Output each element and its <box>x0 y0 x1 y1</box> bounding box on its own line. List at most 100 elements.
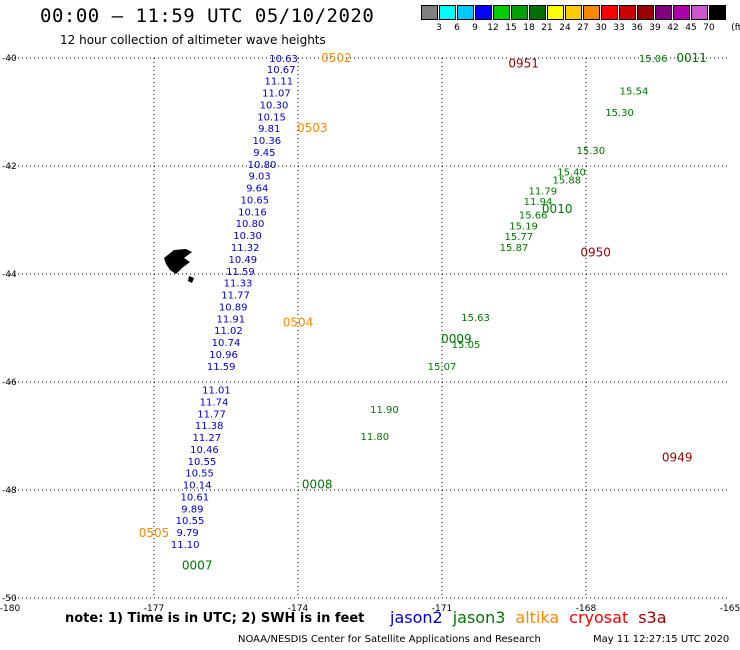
scale-label: 24 <box>559 23 571 33</box>
wave-height-label: 11.59 <box>207 362 236 373</box>
pass-time-label: 0502 <box>321 51 352 65</box>
wave-height-label: 11.91 <box>216 314 245 325</box>
lat-tick-label: -40 <box>2 54 17 64</box>
wave-height-label: 11.07 <box>262 89 291 100</box>
scale-label: 70 <box>703 23 715 33</box>
scale-label: 21 <box>541 23 553 33</box>
footer-credit: NOAA/NESDIS Center for Satellite Applica… <box>238 634 541 645</box>
wave-height-label: 11.79 <box>528 186 557 197</box>
pass-time-label: 0949 <box>662 451 693 465</box>
pass-time-label: 0011 <box>676 51 707 65</box>
legend-item-s3a: s3a <box>638 608 667 627</box>
scale-label: 39 <box>649 23 661 33</box>
wave-height-label: 10.67 <box>267 65 296 76</box>
pass-time-label: 0010 <box>542 202 573 216</box>
scale-label: 18 <box>523 23 535 33</box>
wave-height-label: 10.36 <box>252 136 281 147</box>
scale-label: 3 <box>436 23 442 33</box>
scale-label: 27 <box>577 23 589 33</box>
island-shape <box>188 276 194 283</box>
wave-height-label: 15.88 <box>552 176 581 187</box>
wave-height-label: 10.14 <box>183 481 212 492</box>
satellite-legend: jason2 jason3 altika cryosat s3a <box>390 608 677 627</box>
lat-tick-label: -50 <box>2 594 17 604</box>
scale-swatch <box>619 5 636 20</box>
wave-height-label: 9.03 <box>248 172 270 183</box>
wave-height-label: 10.61 <box>180 492 209 503</box>
wave-height-label: 10.46 <box>190 445 219 456</box>
scale-swatch <box>529 5 546 20</box>
legend-item-jason3: jason3 <box>452 608 506 627</box>
wave-height-label: 10.30 <box>260 100 289 111</box>
scale-label: 15 <box>505 23 517 33</box>
wave-height-label: 10.74 <box>212 338 241 349</box>
pass-time-label: 0951 <box>508 56 539 70</box>
map-subtitle: 12 hour collection of altimeter wave hei… <box>60 33 326 47</box>
lat-tick-label: -42 <box>2 162 17 172</box>
wave-height-label: 15.54 <box>620 86 649 97</box>
scale-swatch <box>583 5 600 20</box>
scale-swatch <box>457 5 474 20</box>
island-shape <box>164 249 192 274</box>
wave-height-label: 15.19 <box>509 221 538 232</box>
footer: NOAA/NESDIS Center for Satellite Applica… <box>238 634 729 645</box>
scale-swatch <box>565 5 582 20</box>
wave-height-label: 10.55 <box>188 457 217 468</box>
scale-label: 45 <box>685 23 697 33</box>
pass-time-label: 0504 <box>283 316 314 330</box>
lon-tick-label: -177 <box>144 604 164 614</box>
wave-height-label: 10.16 <box>238 207 267 218</box>
wave-height-label: 9.89 <box>181 504 203 515</box>
wave-height-label: 11.74 <box>200 397 229 408</box>
wave-height-label: 11.32 <box>231 243 260 254</box>
wave-height-label: 10.63 <box>269 54 298 65</box>
wave-height-label: 11.77 <box>197 409 226 420</box>
wave-height-label: 10.49 <box>228 255 257 266</box>
scale-swatch <box>709 5 726 20</box>
wave-height-label: 11.38 <box>195 421 224 432</box>
scale-label: 12 <box>487 23 499 33</box>
wave-height-label: 9.79 <box>176 528 198 539</box>
wave-height-label: 11.27 <box>192 433 221 444</box>
wave-height-label: 11.10 <box>171 540 200 551</box>
scale-label: 30 <box>595 23 607 33</box>
lon-tick-label: -174 <box>288 604 309 614</box>
scale-label: 42 <box>667 23 679 33</box>
scale-swatch <box>421 5 438 20</box>
scale-swatch <box>493 5 510 20</box>
lon-tick-label: -180 <box>0 604 20 614</box>
wave-height-label: 15.87 <box>500 243 529 254</box>
footer-timestamp: May 11 12:27:15 UTC 2020 <box>593 634 730 645</box>
lat-tick-label: -44 <box>2 270 17 280</box>
lon-tick-label: -168 <box>576 604 597 614</box>
scale-label: 36 <box>631 23 643 33</box>
scale-label: 9 <box>472 23 478 33</box>
scale-swatch <box>655 5 672 20</box>
wave-height-label: 10.15 <box>257 112 286 123</box>
wave-height-label: 11.33 <box>224 279 253 290</box>
wave-height-label: 11.77 <box>221 291 250 302</box>
note-text: note: 1) Time is in UTC; 2) SWH is in fe… <box>65 611 365 626</box>
wave-height-label: 10.30 <box>233 231 262 242</box>
lon-tick-label: -165 <box>720 604 740 614</box>
lat-tick-label: -46 <box>2 378 17 388</box>
legend-item-jason2: jason2 <box>390 608 443 627</box>
wave-height-label: 10.65 <box>240 195 269 206</box>
lat-tick-label: -48 <box>2 486 17 496</box>
pass-time-label: 0008 <box>302 478 333 492</box>
map-title: 00:00 – 11:59 UTC 05/10/2020 <box>40 5 375 27</box>
wave-height-label: 10.55 <box>176 516 205 527</box>
wave-height-label: 15.07 <box>428 362 457 373</box>
wave-height-label: 15.66 <box>519 211 548 222</box>
scale-swatch <box>547 5 564 20</box>
wave-height-label: 10.80 <box>248 160 277 171</box>
wave-height-label: 11.01 <box>202 386 231 397</box>
lon-tick-label: -171 <box>432 604 452 614</box>
wave-height-label: 11.11 <box>264 77 293 88</box>
scale-label: 6 <box>454 23 460 33</box>
scale-swatch <box>601 5 618 20</box>
scale-swatch <box>673 5 690 20</box>
wave-height-label: 15.05 <box>452 340 481 351</box>
wave-height-label: 10.89 <box>219 302 248 313</box>
